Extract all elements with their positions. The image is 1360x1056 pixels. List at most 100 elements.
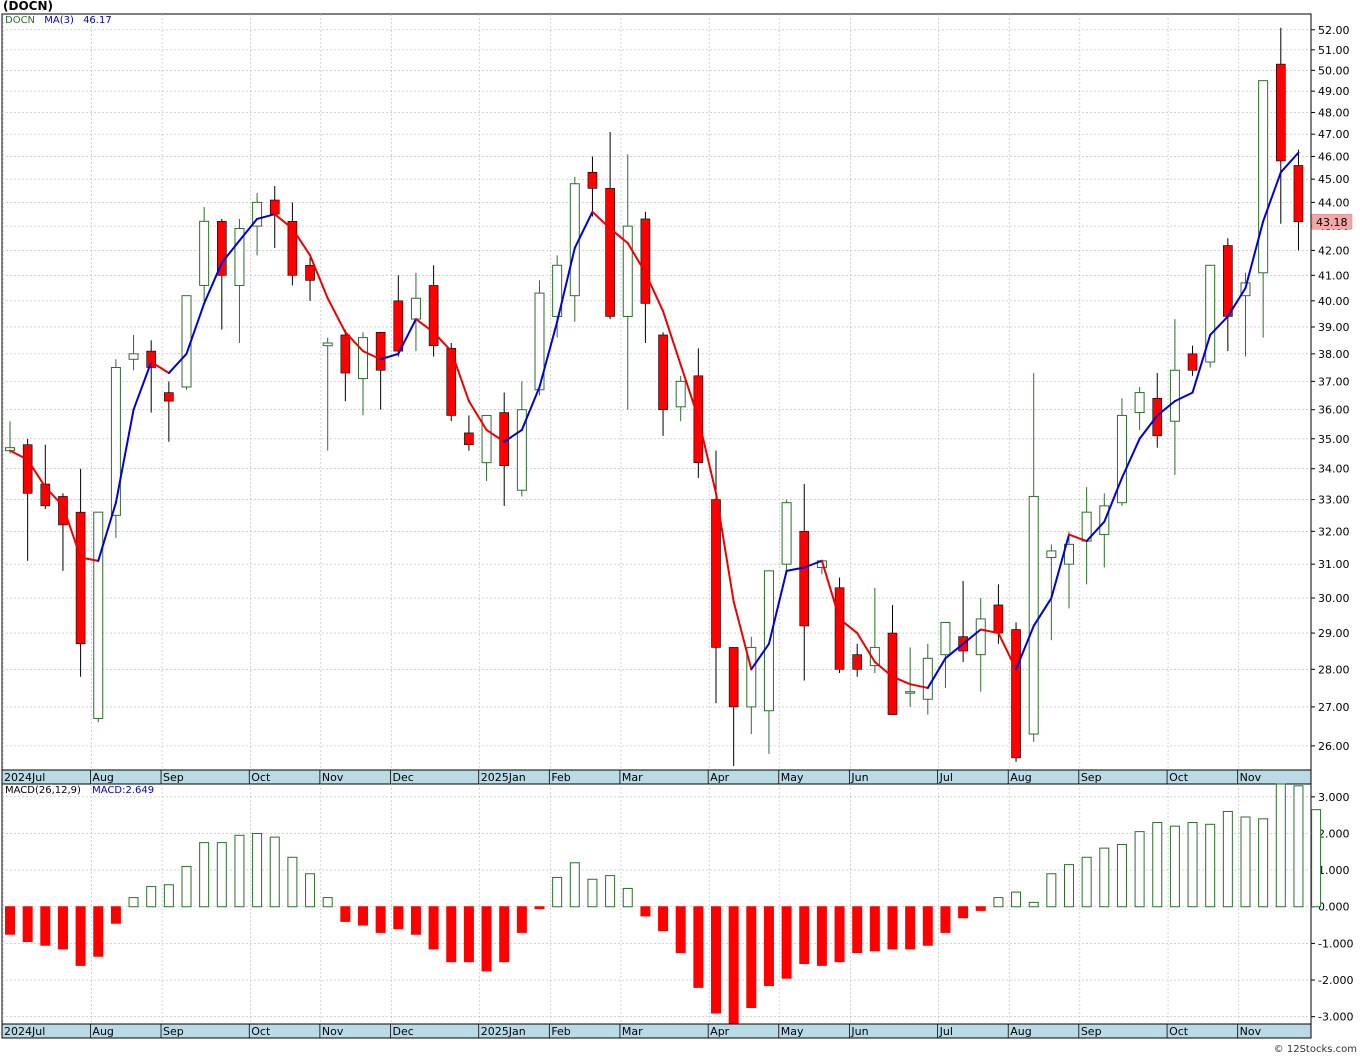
- price-tick-label: 47.00: [1318, 128, 1350, 141]
- macd-tick-label: 2.000: [1318, 827, 1350, 840]
- macd-tick-label: -1.000: [1318, 937, 1353, 950]
- legend-macd-value: MACD:2.649: [92, 785, 155, 796]
- macd-bar-negative: [57, 906, 68, 950]
- candle-body-up: [1134, 392, 1145, 414]
- ma-segment: [379, 352, 400, 361]
- ma-segment: [838, 617, 859, 635]
- candle-body-down: [340, 334, 351, 374]
- candle-body-up: [234, 228, 245, 286]
- candle-body-up: [1116, 414, 1127, 504]
- macd-bar-negative: [958, 906, 969, 919]
- macd-bar-positive: [199, 842, 210, 908]
- ma-segment: [432, 331, 453, 353]
- month-label: Oct: [1169, 771, 1189, 784]
- candle-body-up: [622, 225, 633, 317]
- macd-bar-positive: [569, 862, 580, 908]
- candle-body-up: [358, 337, 368, 380]
- price-axis: 26.00 27.00 28.00 29.00 30.00 31.00 32.00 33.00…: [1311, 24, 1350, 753]
- macd-bar-positive: [1187, 821, 1198, 908]
- ma-segment: [1262, 171, 1282, 223]
- macd-legend: MACD(26,12,9) MACD:2.649: [5, 785, 154, 796]
- month-label: Sep: [1081, 771, 1102, 784]
- macd-tick-label: 0.000: [1318, 901, 1350, 914]
- price-tick-label: 48.00: [1318, 106, 1350, 119]
- candle-body-up: [552, 264, 563, 317]
- ma-segment: [132, 361, 153, 411]
- ma-segment: [891, 675, 912, 686]
- macd-bar-positive: [993, 897, 1004, 908]
- macd-bar-positive: [1064, 864, 1074, 908]
- price-tick-label: 51.00: [1318, 44, 1350, 57]
- price-tick-label: 27.00: [1318, 701, 1350, 714]
- ma-segment: [256, 213, 276, 220]
- macd-bar-negative: [340, 906, 351, 922]
- price-tick-label: 44.00: [1318, 196, 1350, 209]
- candle-body-down: [75, 511, 86, 645]
- legend-ticker: DOCN: [5, 15, 36, 26]
- price-tick-label: 36.00: [1318, 404, 1350, 417]
- macd-bar-positive: [1169, 825, 1180, 908]
- macd-bar-positive: [146, 886, 157, 908]
- macd-bar-negative: [869, 906, 880, 952]
- candle-body-down: [58, 496, 68, 526]
- macd-tick-label: -3.000: [1318, 1011, 1353, 1024]
- macd-bar-negative: [393, 906, 404, 930]
- macd-bar-positive: [1081, 856, 1092, 908]
- price-gridlines: [2, 14, 1311, 770]
- ma-segment: [644, 271, 665, 313]
- candle-body-down: [217, 221, 227, 276]
- month-label: Feb: [551, 1025, 570, 1038]
- ma-segment: [1279, 151, 1300, 174]
- macd-bar-negative: [75, 906, 86, 966]
- month-label: Jul: [939, 771, 953, 784]
- ma-segment: [538, 320, 559, 388]
- month-label: Mar: [622, 1025, 643, 1038]
- macd-bar-negative: [446, 906, 457, 963]
- macd-bar-positive: [622, 887, 633, 908]
- month-label: Oct: [251, 771, 271, 784]
- candle-body-down: [40, 483, 51, 507]
- month-label: Oct: [1169, 1025, 1189, 1038]
- macd-bar-positive: [269, 836, 280, 908]
- ma-segment: [467, 400, 488, 431]
- ma-segment: [1050, 533, 1070, 600]
- price-time-axis: 2024Jul Aug Sep Oct Nov Dec 2025Jan Feb Mar Apr Ma…: [1, 770, 1262, 784]
- candlestick-series: [5, 27, 1304, 766]
- moving-average-line: [9, 151, 1300, 689]
- candle-body-down: [22, 444, 33, 494]
- candle-body-down: [146, 350, 156, 368]
- ma-segment: [997, 632, 1018, 671]
- ma-segment: [750, 642, 770, 671]
- macd-bar-positive: [1222, 810, 1233, 908]
- candle-body-up: [1169, 369, 1180, 422]
- macd-bar-positive: [181, 865, 192, 908]
- macd-gridlines: [2, 784, 1311, 1024]
- price-tick-label: 42.00: [1318, 244, 1350, 257]
- ma-segment: [79, 556, 100, 562]
- price-tick-label: 26.00: [1318, 740, 1350, 753]
- macd-bar-negative: [93, 906, 104, 957]
- ma-segment: [1138, 414, 1159, 440]
- month-label: 2024Jul: [4, 1025, 45, 1038]
- candle-body-up: [675, 380, 686, 408]
- month-label: 2024Jul: [4, 771, 45, 784]
- macd-bar-negative: [640, 906, 651, 917]
- month-label: May: [781, 1025, 804, 1038]
- month-label: Jun: [850, 771, 868, 784]
- ma-segment: [979, 628, 1000, 635]
- candle-body-up: [746, 646, 757, 708]
- ma-segment: [44, 486, 64, 507]
- candle-body-up: [975, 618, 986, 656]
- month-label: 2025Jan: [481, 771, 526, 784]
- candle-body-up: [181, 295, 192, 388]
- macd-tick-label: 3.000: [1318, 791, 1350, 804]
- month-label: Sep: [1081, 1025, 1102, 1038]
- price-tick-label: 38.00: [1318, 348, 1350, 361]
- price-legend: DOCN MA(3) 46.17: [5, 15, 112, 26]
- ma-segment: [1032, 597, 1053, 627]
- ma-segment: [326, 297, 347, 334]
- price-tick-label: 49.00: [1318, 85, 1350, 98]
- macd-bar-negative: [499, 906, 510, 963]
- macd-time-axis: 2024Jul Aug Sep Oct Nov Dec 2025Jan Feb Mar Apr Ma…: [1, 1024, 1262, 1038]
